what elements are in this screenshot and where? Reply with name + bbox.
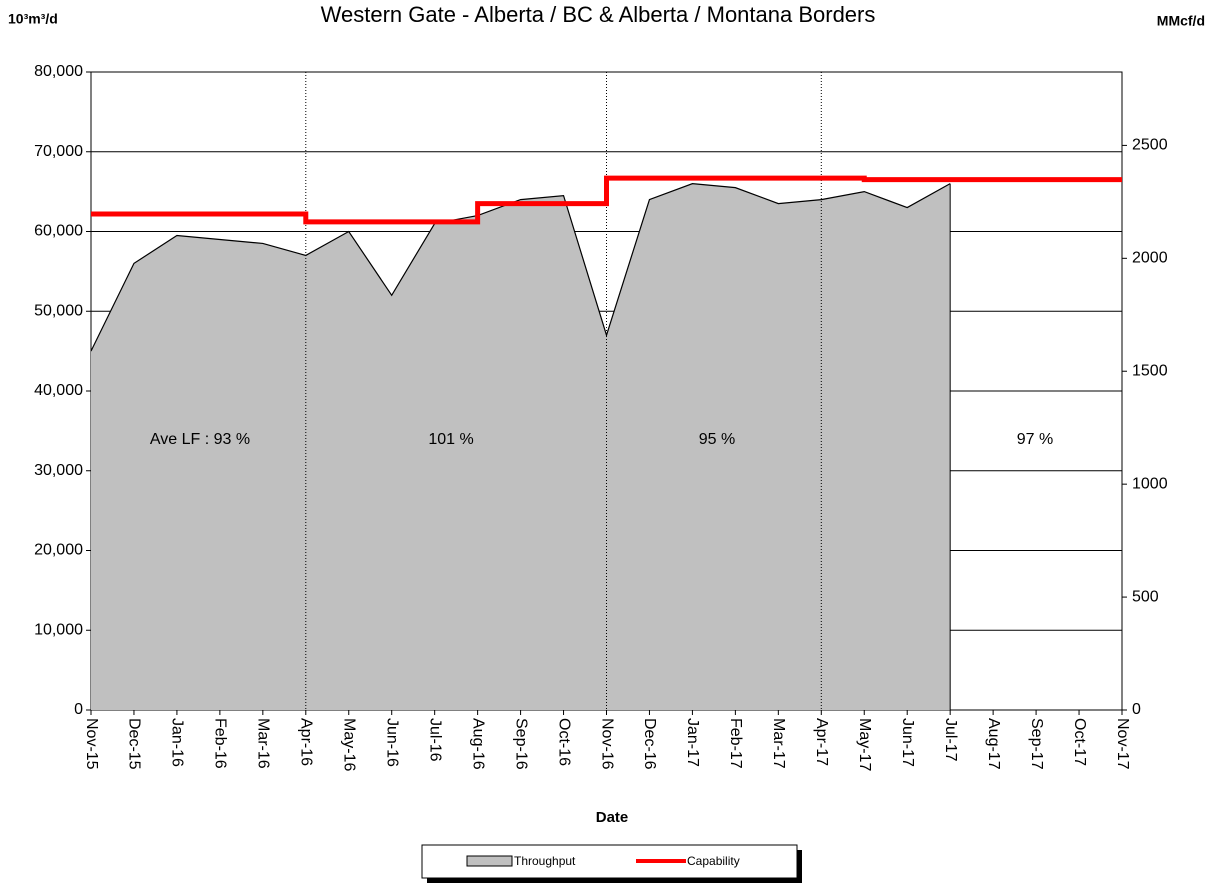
annotation: 95 % [699,431,735,448]
x-tick-label: Oct-16 [555,718,572,766]
y-tick-label: 20,000 [34,542,83,559]
x-tick-label: Jun-17 [899,718,916,767]
x-tick-label: Aug-17 [985,718,1002,770]
y-axis-label: 10³m³/d [8,11,58,27]
x-tick-label: Feb-16 [212,718,229,769]
y2-tick-label: 500 [1132,588,1159,605]
y-tick-label: 50,000 [34,302,83,319]
x-tick-label: Jan-16 [169,718,186,767]
y2-tick-label: 1000 [1132,475,1168,492]
legend-label: Capability [687,854,740,868]
x-tick-label: Nov-16 [598,718,615,770]
x-tick-label: May-17 [856,718,873,771]
x-tick-label: Dec-15 [126,718,143,770]
annotation: 101 % [428,431,473,448]
capability-line [91,175,1122,225]
y2-tick-label: 1500 [1132,362,1168,379]
y-tick-label: 40,000 [34,382,83,399]
x-tick-label: Jul-16 [426,718,443,762]
x-tick-label: Mar-17 [770,718,787,769]
x-tick-label: Sep-17 [1028,718,1045,770]
x-tick-label: Oct-17 [1071,718,1088,766]
legend-label: Throughput [514,854,576,868]
y-tick-label: 10,000 [34,621,83,638]
y2-tick-label: 0 [1132,701,1141,718]
x-tick-label: Sep-16 [512,718,529,770]
x-tick-label: Jan-17 [684,718,701,767]
x-tick-label: May-16 [341,718,358,771]
y-tick-label: 70,000 [34,143,83,160]
x-tick-label: Apr-17 [813,718,830,766]
y2-tick-label: 2000 [1132,250,1168,267]
x-tick-label: Jun-16 [383,718,400,767]
y-tick-label: 0 [74,701,83,718]
x-tick-label: Dec-16 [641,718,658,770]
x-axis-label: Date [596,809,629,826]
throughput-line [90,183,951,352]
annotation: 97 % [1017,431,1053,448]
y-tick-label: 60,000 [34,223,83,240]
y2-axis-label: MMcf/d [1157,13,1205,29]
y-tick-label: 30,000 [34,462,83,479]
x-tick-label: Feb-17 [727,718,744,769]
x-tick-label: Aug-16 [469,718,486,770]
x-tick-label: Apr-16 [298,718,315,766]
annotation: Ave LF : 93 % [150,431,250,448]
x-tick-label: Mar-16 [255,718,272,769]
x-tick-label: Nov-15 [83,718,100,770]
x-tick-label: Nov-17 [1114,718,1131,770]
x-tick-label: Jul-17 [942,718,959,762]
y2-tick-label: 2500 [1132,137,1168,154]
chart-title: Western Gate - Alberta / BC & Alberta / … [321,2,876,27]
legend-swatch [466,855,513,867]
y-tick-label: 80,000 [34,63,83,80]
